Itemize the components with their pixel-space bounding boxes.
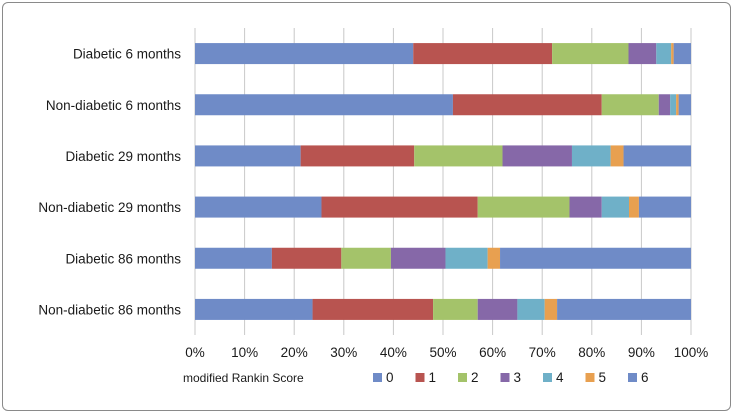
legend-label: 0 — [386, 370, 394, 385]
legend-swatch — [628, 373, 637, 382]
legend-swatch — [500, 373, 510, 382]
x-tick-label: 80% — [578, 345, 605, 360]
bar-segment — [623, 145, 691, 167]
bar-segment — [477, 298, 518, 320]
category-labels: Diabetic 6 months Non-diabetic 6 months Di… — [38, 47, 181, 318]
category-label: Diabetic 29 months — [65, 149, 181, 164]
category-label: Diabetic 86 months — [65, 251, 181, 266]
bar-segment — [658, 94, 671, 116]
legend-swatch — [585, 373, 595, 382]
x-tick-label: 20% — [281, 345, 308, 360]
bar-segment — [195, 247, 272, 269]
bar-segment — [195, 145, 301, 167]
legend: 0 1 2 3 4 5 6 — [373, 370, 649, 385]
bar-segment — [300, 145, 415, 167]
bar-segment — [433, 298, 478, 320]
x-axis-label: modified Rankin Score — [183, 371, 304, 385]
category-label: Diabetic 6 months — [73, 47, 181, 62]
legend-label: 3 — [514, 370, 522, 385]
legend-label: 5 — [599, 370, 607, 385]
bar-segment — [321, 196, 478, 218]
bar-segment — [544, 298, 558, 320]
bar-segment — [676, 94, 679, 116]
x-tick-label: 100% — [674, 345, 709, 360]
x-tick-label: 0% — [185, 345, 205, 360]
bar-segment — [195, 43, 414, 65]
bar-segment — [390, 247, 446, 269]
legend-label: 4 — [556, 370, 564, 385]
bar-segment — [571, 145, 611, 167]
bar-segment — [452, 94, 602, 116]
category-label: Non-diabetic 86 months — [38, 302, 181, 317]
x-tick-label: 70% — [529, 345, 556, 360]
bar-segment — [517, 298, 545, 320]
bar-segment — [413, 43, 553, 65]
bar-segment — [569, 196, 602, 218]
legend-swatch — [415, 373, 425, 382]
bar-segment — [341, 247, 391, 269]
bar-segment — [312, 298, 434, 320]
legend-swatch — [543, 373, 552, 382]
bar-segment — [628, 43, 657, 65]
bar-segment — [552, 43, 629, 65]
bar-segment — [670, 94, 677, 116]
bars — [195, 43, 691, 320]
bar-segment — [414, 145, 503, 167]
bar-segment — [601, 94, 659, 116]
bar-segment — [629, 196, 639, 218]
legend-swatch — [373, 373, 382, 382]
x-tick-label: 60% — [479, 345, 506, 360]
legend-label: 6 — [641, 370, 649, 385]
bar-segment — [477, 196, 570, 218]
x-tick-label: 50% — [429, 345, 456, 360]
legend-swatch — [458, 373, 467, 382]
x-tick-label: 90% — [628, 345, 655, 360]
bar-segment — [656, 43, 672, 65]
bar-segment — [610, 145, 624, 167]
bar-segment — [445, 247, 488, 269]
x-tick-label: 10% — [231, 345, 258, 360]
bar-segment — [500, 247, 691, 269]
bar-segment — [671, 43, 674, 65]
bar-segment — [678, 94, 691, 116]
bar-segment — [673, 43, 691, 65]
bar-segment — [557, 298, 691, 320]
category-label: Non-diabetic 6 months — [46, 98, 181, 113]
category-label: Non-diabetic 29 months — [38, 200, 181, 215]
legend-label: 1 — [429, 370, 437, 385]
bar-segment — [638, 196, 691, 218]
x-tick-label: 30% — [330, 345, 357, 360]
x-tick-label: 40% — [380, 345, 407, 360]
gridlines — [194, 28, 692, 335]
bar-segment — [195, 196, 322, 218]
bar-segment — [195, 94, 453, 116]
bar-segment — [502, 145, 572, 167]
bar-segment — [195, 298, 313, 320]
x-tick-labels: 0% 10% 20% 30% 40% 50% 60% 70% 80% 90% 100% — [185, 345, 708, 360]
bar-segment — [271, 247, 342, 269]
bar-segment — [601, 196, 629, 218]
legend-label: 2 — [471, 370, 479, 385]
bar-segment — [487, 247, 501, 269]
